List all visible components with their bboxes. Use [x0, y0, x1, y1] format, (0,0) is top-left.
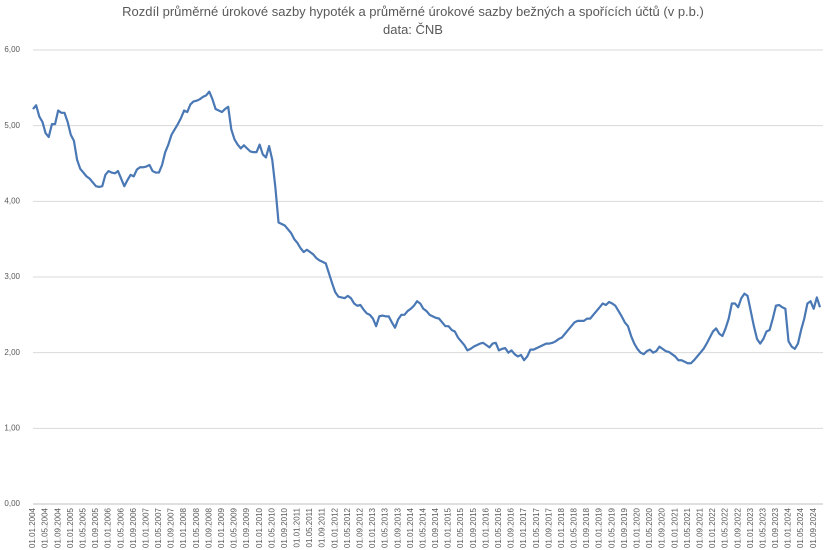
y-tick-label: 0,00 [4, 499, 20, 508]
x-tick-label: 01.01.2007 [141, 507, 150, 548]
x-tick-label: 01.01.2017 [519, 507, 528, 548]
x-tick-label: 01.05.2013 [381, 507, 390, 548]
x-tick-label: 01.01.2016 [481, 507, 490, 548]
x-tick-label: 01.01.2004 [28, 507, 37, 548]
data-line [32, 90, 822, 365]
x-tick-label: 01.01.2021 [670, 507, 679, 548]
x-tick-label: 01.05.2012 [343, 507, 352, 548]
x-tick-label: 01.01.2018 [557, 507, 566, 548]
x-tick-label: 01.09.2019 [620, 507, 629, 548]
x-tick-label: 01.05.2004 [41, 507, 50, 548]
x-tick-label: 01.05.2021 [683, 507, 692, 548]
x-tick-label: 01.01.2014 [406, 507, 415, 548]
x-tick-label: 01.09.2024 [809, 507, 818, 548]
x-tick-label: 01.09.2013 [393, 507, 402, 548]
x-tick-label: 01.09.2018 [582, 507, 591, 548]
y-tick-label: 3,00 [4, 272, 20, 281]
y-tick-label: 2,00 [4, 348, 20, 357]
x-tick-label: 01.05.2016 [494, 507, 503, 548]
x-tick-label: 01.01.2006 [104, 507, 113, 548]
x-tick-label: 01.01.2009 [217, 507, 226, 548]
x-tick-label: 01.05.2006 [116, 507, 125, 548]
y-tick-label: 5,00 [4, 121, 20, 130]
x-tick-label: 01.09.2010 [280, 507, 289, 548]
x-tick-label: 01.09.2011 [318, 507, 327, 547]
x-tick-label: 01.01.2005 [66, 507, 75, 548]
x-tick-label: 01.05.2010 [267, 507, 276, 548]
x-tick-label: 01.09.2006 [129, 507, 138, 548]
x-tick-label: 01.01.2015 [444, 507, 453, 548]
x-tick-label: 01.09.2023 [771, 507, 780, 548]
x-tick-label: 01.05.2007 [154, 507, 163, 548]
x-tick-label: 01.05.2015 [456, 507, 465, 548]
x-tick-label: 01.09.2007 [167, 507, 176, 548]
x-tick-label: 01.01.2008 [179, 507, 188, 548]
x-tick-label: 01.01.2011 [293, 507, 302, 547]
x-tick-label: 01.09.2008 [204, 507, 213, 548]
chart-title: Rozdíl průměrné úrokové sazby hypoték a … [122, 4, 704, 19]
x-tick-label: 01.05.2014 [418, 507, 427, 548]
x-tick-label: 01.05.2005 [78, 507, 87, 548]
x-tick-label: 01.09.2005 [91, 507, 100, 548]
x-tick-label: 01.05.2019 [607, 507, 616, 548]
y-tick-label: 1,00 [4, 423, 20, 432]
x-tick-label: 01.09.2020 [658, 507, 667, 548]
x-tick-label: 01.05.2009 [230, 507, 239, 548]
x-tick-label: 01.05.2011 [305, 507, 314, 547]
x-tick-label: 01.05.2008 [192, 507, 201, 548]
x-tick-label: 01.05.2017 [532, 507, 541, 548]
x-tick-label: 01.09.2022 [733, 507, 742, 548]
x-tick-label: 01.09.2009 [242, 507, 251, 548]
y-tick-label: 6,00 [4, 45, 20, 54]
x-tick-label: 01.01.2020 [633, 507, 642, 548]
x-tick-label: 01.09.2004 [53, 507, 62, 548]
x-tick-label: 01.09.2017 [544, 507, 553, 548]
x-tick-label: 01.01.2013 [368, 507, 377, 548]
x-tick-label: 01.01.2012 [330, 507, 339, 548]
y-tick-label: 4,00 [4, 196, 20, 205]
x-tick-label: 01.09.2014 [431, 507, 440, 548]
x-tick-label: 01.05.2020 [645, 507, 654, 548]
x-tick-label: 01.01.2010 [255, 507, 264, 548]
x-tick-label: 01.09.2012 [356, 507, 365, 548]
x-tick-label: 01.05.2024 [796, 507, 805, 548]
x-tick-label: 01.05.2018 [570, 507, 579, 548]
x-tick-label: 01.05.2022 [721, 507, 730, 548]
x-tick-label: 01.09.2021 [695, 507, 704, 548]
x-tick-label: 01.01.2024 [784, 507, 793, 548]
x-tick-label: 01.01.2019 [595, 507, 604, 548]
chart-subtitle: data: ČNB [383, 22, 443, 37]
x-tick-label: 01.05.2023 [758, 507, 767, 548]
x-tick-label: 01.09.2015 [469, 507, 478, 548]
x-tick-label: 01.01.2022 [708, 507, 717, 548]
x-tick-label: 01.09.2016 [507, 507, 516, 548]
x-tick-label: 01.01.2023 [746, 507, 755, 548]
